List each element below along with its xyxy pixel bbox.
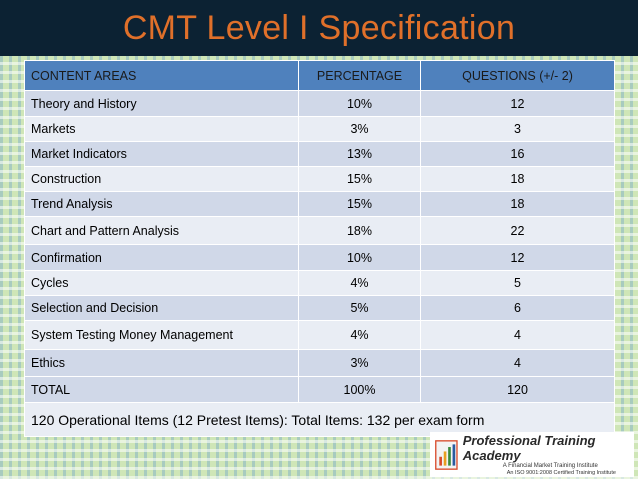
content-area-cell: Ethics (24, 349, 299, 377)
questions-cell: 22 (420, 216, 615, 245)
content-area-cell: Chart and Pattern Analysis (24, 216, 299, 245)
academy-emblem-icon (435, 439, 458, 470)
total-percentage-cell: 100% (298, 376, 421, 403)
content-area-cell: Trend Analysis (24, 191, 299, 217)
table-row: Chart and Pattern Analysis 18% 22 (24, 216, 615, 245)
content-area-cell: Markets (24, 116, 299, 142)
total-row: TOTAL 100% 120 (24, 376, 615, 403)
footer-row: 120 Operational Items (12 Pretest Items)… (24, 402, 615, 437)
questions-cell: 12 (420, 90, 615, 117)
percentage-cell: 5% (298, 295, 421, 321)
header-questions: QUESTIONS (+/- 2) (420, 60, 615, 91)
footer-note: 120 Operational Items (12 Pretest Items)… (24, 402, 615, 437)
percentage-cell: 13% (298, 141, 421, 167)
content-area-cell: Market Indicators (24, 141, 299, 167)
percentage-cell: 4% (298, 270, 421, 296)
questions-cell: 18 (420, 166, 615, 192)
specification-table: CONTENT AREAS PERCENTAGE QUESTIONS (+/- … (24, 60, 615, 437)
content-area-cell: Selection and Decision (24, 295, 299, 321)
page-title: CMT Level I Specification (122, 8, 516, 47)
table-row: Markets 3% 3 (24, 116, 615, 142)
questions-cell: 12 (420, 244, 615, 271)
header-percentage: PERCENTAGE (298, 60, 421, 91)
percentage-cell: 10% (298, 90, 421, 117)
academy-logo: Professional Training Academy A Financia… (430, 432, 634, 477)
content-area-cell: System Testing Money Management (24, 320, 299, 350)
table-row: Construction 15% 18 (24, 166, 615, 192)
questions-cell: 4 (420, 349, 615, 377)
percentage-cell: 3% (298, 116, 421, 142)
header-content-areas: CONTENT AREAS (24, 60, 299, 91)
logo-certification: An ISO 9001:2008 Certified Training Inst… (506, 470, 616, 476)
questions-cell: 5 (420, 270, 615, 296)
table-row: Cycles 4% 5 (24, 270, 615, 296)
percentage-cell: 10% (298, 244, 421, 271)
percentage-cell: 4% (298, 320, 421, 350)
content-area-cell: Theory and History (24, 90, 299, 117)
table-row: Theory and History 10% 12 (24, 90, 615, 117)
table-row: Selection and Decision 5% 6 (24, 295, 615, 321)
percentage-cell: 15% (298, 191, 421, 217)
title-bar: CMT Level I Specification (0, 0, 638, 56)
questions-cell: 18 (420, 191, 615, 217)
logo-tagline: A Financial Market Training Institute (502, 463, 598, 469)
questions-cell: 4 (420, 320, 615, 350)
table-row: Confirmation 10% 12 (24, 244, 615, 271)
content-area-cell: Cycles (24, 270, 299, 296)
content-area-cell: Construction (24, 166, 299, 192)
table-row: Ethics 3% 4 (24, 349, 615, 377)
percentage-cell: 15% (298, 166, 421, 192)
total-label-cell: TOTAL (24, 376, 299, 403)
logo-text-block: Professional Training Academy A Financia… (463, 433, 634, 476)
table-row: Market Indicators 13% 16 (24, 141, 615, 167)
content-area-cell: Confirmation (24, 244, 299, 271)
questions-cell: 6 (420, 295, 615, 321)
percentage-cell: 3% (298, 349, 421, 377)
questions-cell: 16 (420, 141, 615, 167)
table-row: Trend Analysis 15% 18 (24, 191, 615, 217)
specification-table-container: CONTENT AREAS PERCENTAGE QUESTIONS (+/- … (24, 60, 615, 437)
table-row: System Testing Money Management 4% 4 (24, 320, 615, 350)
questions-cell: 3 (420, 116, 615, 142)
table-header-row: CONTENT AREAS PERCENTAGE QUESTIONS (+/- … (24, 60, 615, 91)
percentage-cell: 18% (298, 216, 421, 245)
logo-name: Professional Training Academy (462, 433, 596, 463)
total-questions-cell: 120 (420, 376, 615, 403)
